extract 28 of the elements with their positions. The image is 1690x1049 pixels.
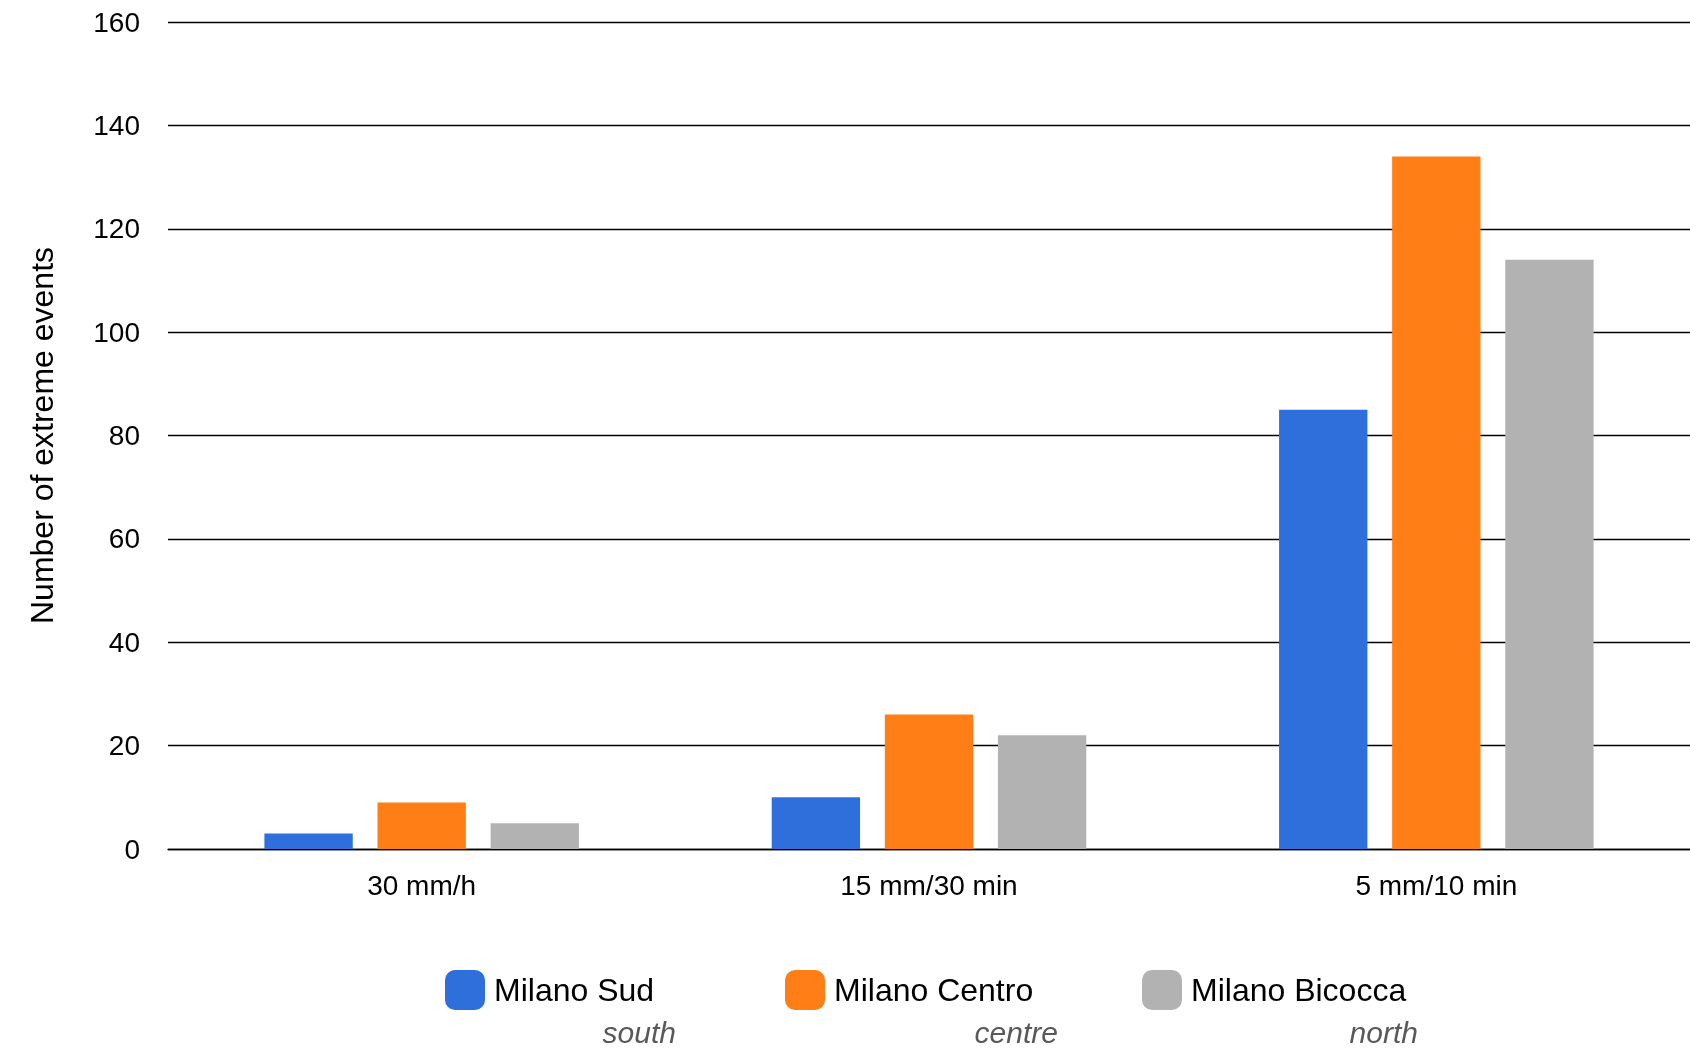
bar — [771, 797, 861, 849]
y-tick-label: 60 — [108, 523, 140, 555]
bar — [884, 714, 974, 849]
y-axis-title: Number of extreme events — [24, 246, 60, 625]
bar — [490, 823, 579, 849]
x-tick-label: 5 mm/10 min — [1355, 869, 1518, 901]
y-tick-label: 160 — [93, 6, 140, 38]
y-tick-label: 20 — [108, 730, 140, 762]
bar — [377, 802, 466, 849]
y-tick-label: 120 — [93, 213, 140, 245]
bar — [997, 735, 1087, 849]
y-tick-label: 0 — [124, 833, 140, 865]
y-tick-label: 100 — [93, 316, 140, 348]
text: centre — [974, 1015, 1059, 1049]
text: south — [602, 1015, 676, 1049]
legend-label: Milano Bicocca — [1191, 972, 1407, 1008]
text: north — [1349, 1015, 1419, 1049]
y-tick-label: 40 — [108, 626, 140, 658]
legend-label: Milano Centro — [834, 972, 1034, 1008]
legend-label: Milano Sud — [494, 972, 655, 1008]
x-tick-label: 30 mm/h — [367, 869, 477, 901]
bar — [1392, 156, 1481, 849]
x-tick-label: 15 mm/30 min — [840, 869, 1018, 901]
bar — [1279, 409, 1368, 849]
y-tick-label: 80 — [108, 420, 140, 451]
bar — [1505, 259, 1594, 849]
bar — [264, 833, 353, 849]
y-tick-label: 140 — [93, 109, 140, 141]
